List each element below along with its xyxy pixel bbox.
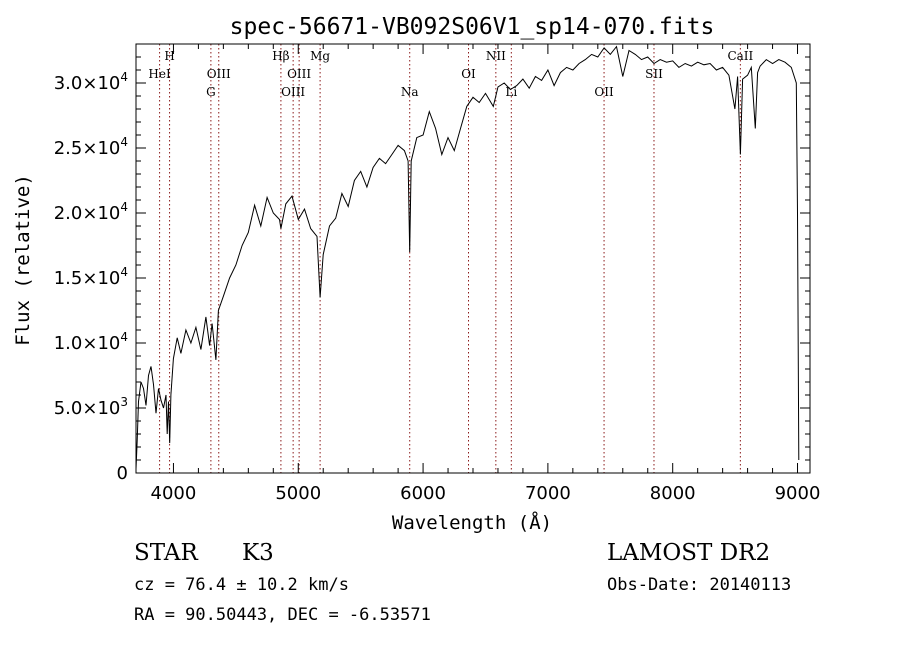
line-marker-label: Hβ xyxy=(272,49,289,63)
line-marker-label: Mg xyxy=(310,49,330,63)
x-tick-labels: 4000 5000 6000 7000 8000 9000 xyxy=(151,483,821,504)
survey-name: LAMOST DR2 xyxy=(607,540,770,566)
x-tick-label: 7000 xyxy=(525,483,571,504)
y-tick-label: 3.0×104 xyxy=(54,70,128,94)
line-marker-label: Li xyxy=(505,85,517,99)
line-marker-label: OIII xyxy=(281,85,305,99)
y-tick-label: 2.5×104 xyxy=(54,135,128,159)
x-tick-label: 8000 xyxy=(650,483,696,504)
line-marker-label: OII xyxy=(594,85,614,99)
axis-ticks xyxy=(136,44,810,474)
spectrum-line xyxy=(135,45,800,470)
line-marker-label: G xyxy=(206,85,216,99)
y-tick-label: 1.5×104 xyxy=(54,265,128,289)
line-marker-label: NII xyxy=(486,49,506,63)
redshift-velocity: cz = 76.4 ± 10.2 km/s xyxy=(134,575,349,595)
object-class: STAR xyxy=(134,540,198,566)
y-tick-label: 2.0×104 xyxy=(54,200,128,224)
x-axis-label: Wavelength (Å) xyxy=(392,511,552,534)
plot-frame xyxy=(135,43,811,474)
line-markers xyxy=(159,44,741,473)
line-marker-labels: HeI H G OIII Hβ OIII OIII Mg Na OI NII Li OII SII CaII xyxy=(148,49,753,99)
y-axis-label: Flux (relative) xyxy=(12,174,34,346)
y-tick-labels: 0 5.0×103 1.0×104 1.5×104 2.0×104 2.5×104 3.0×… xyxy=(54,70,128,484)
y-tick-label: 0 xyxy=(117,463,128,484)
line-marker-label: H xyxy=(164,49,174,63)
line-marker-label: OIII xyxy=(207,67,231,81)
line-marker-label: OIII xyxy=(287,67,311,81)
object-subclass: K3 xyxy=(242,540,274,566)
coordinates: RA = 90.50443, DEC = -6.53571 xyxy=(134,605,431,625)
chart-title: spec-56671-VB092S06V1_sp14-070.fits xyxy=(230,14,715,40)
x-tick-label: 4000 xyxy=(151,483,197,504)
line-marker-label: HeI xyxy=(148,67,171,81)
x-tick-label: 6000 xyxy=(400,483,446,504)
x-tick-label: 5000 xyxy=(275,483,321,504)
observation-date: Obs-Date: 20140113 xyxy=(607,575,791,595)
line-marker-label: Na xyxy=(401,85,419,99)
y-tick-label: 1.0×104 xyxy=(54,330,128,354)
line-marker-label: SII xyxy=(645,67,663,81)
line-marker-label: OI xyxy=(461,67,476,81)
x-tick-label: 9000 xyxy=(775,483,821,504)
y-tick-label: 5.0×103 xyxy=(54,395,128,419)
line-marker-label: CaII xyxy=(727,49,753,63)
